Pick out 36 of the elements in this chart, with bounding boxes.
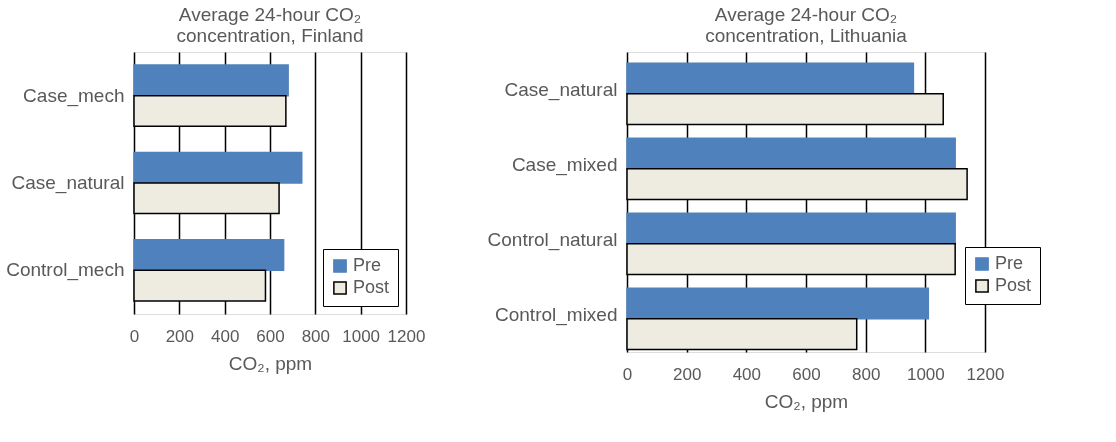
y-tick-label: Case_mech [23, 84, 125, 107]
x-tick-label: 200 [165, 326, 195, 346]
bar [133, 64, 289, 97]
x-tick-label: 0 [129, 326, 140, 346]
x-tick-label: 600 [792, 364, 821, 384]
legend-label: Post [353, 277, 390, 297]
bar [626, 62, 915, 95]
x-tick-label: 1200 [966, 364, 1005, 384]
x-tick-label: 1000 [906, 364, 945, 384]
y-tick-label: Case_natural [11, 172, 125, 194]
legend-label: Pre [353, 255, 382, 275]
x-tick-label: 800 [851, 364, 881, 384]
x-tick-label: 1000 [342, 326, 381, 346]
x-tick-label: 1200 [387, 326, 426, 346]
x-tick-label: 400 [210, 326, 240, 346]
x-tick-label: 400 [732, 364, 762, 384]
bar [626, 137, 956, 170]
bar [626, 287, 930, 320]
x-tick-label: 0 [622, 364, 633, 384]
bar [626, 212, 956, 245]
chart-title: Average 24-hour CO₂ concentration, Lithuania [705, 4, 908, 46]
bar [133, 151, 303, 184]
y-tick-label: Case_mixed [511, 153, 618, 176]
x-tick-label: 200 [672, 364, 702, 384]
bar [133, 239, 285, 272]
chart-title: Average 24-hour CO₂ concentration, Finland [176, 4, 364, 46]
x-tick-label: 600 [256, 326, 285, 346]
x-axis-title: CO₂, ppm [228, 352, 313, 374]
y-tick-label: Control_natural [487, 228, 618, 251]
x-tick-label: 800 [301, 326, 331, 346]
legend-label: Post [995, 275, 1032, 295]
y-tick-label: Control_mech [6, 259, 125, 282]
y-tick-label: Case_natural [504, 78, 618, 101]
legend-label: Pre [995, 253, 1024, 273]
x-axis-title: CO₂, ppm [764, 390, 849, 412]
y-tick-label: Control_mixed [495, 303, 618, 326]
